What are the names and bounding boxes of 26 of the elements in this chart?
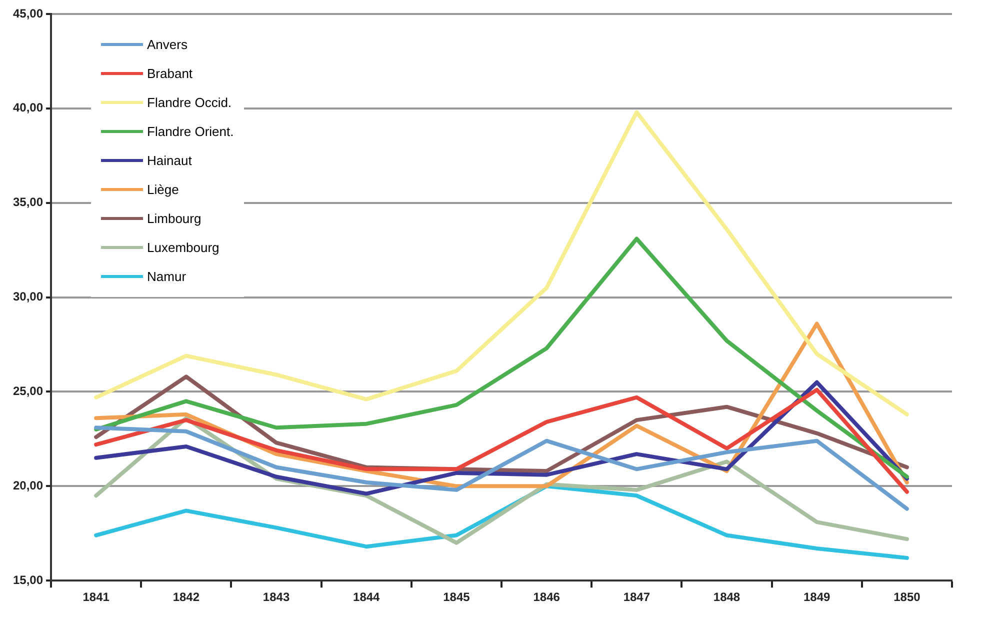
legend-label: Limbourg [147,211,202,226]
y-tick-label: 45,00 [13,6,44,20]
y-tick-label: 25,00 [13,384,44,398]
legend-label: Brabant [147,66,193,81]
legend-label: Anvers [147,37,188,52]
legend-label: Flandre Orient. [147,124,234,139]
x-tick-label: 1849 [804,590,831,604]
legend-label: Namur [147,269,186,284]
x-tick-label: 1850 [894,590,921,604]
x-tick-label: 1841 [82,590,110,604]
x-tick-label: 1845 [443,590,470,604]
y-tick-label: 15,00 [13,572,44,587]
legend-label: Flandre Occid. [147,95,232,110]
x-tick-label: 1842 [172,590,200,604]
x-tick-label: 1846 [533,590,560,604]
y-tick-label: 35,00 [13,195,44,210]
y-tick-label: 20,00 [13,478,44,492]
x-tick-label: 1844 [353,590,380,604]
x-tick-label: 1848 [713,590,740,604]
legend-label: Hainaut [147,153,192,168]
y-tick-label: 30,00 [13,290,44,304]
legend-label: Luxembourg [147,240,220,255]
legend-label: Liège [147,182,179,197]
x-tick-label: 1847 [623,590,650,604]
y-tick-label: 40,00 [13,100,44,115]
x-tick-label: 1843 [262,590,290,604]
